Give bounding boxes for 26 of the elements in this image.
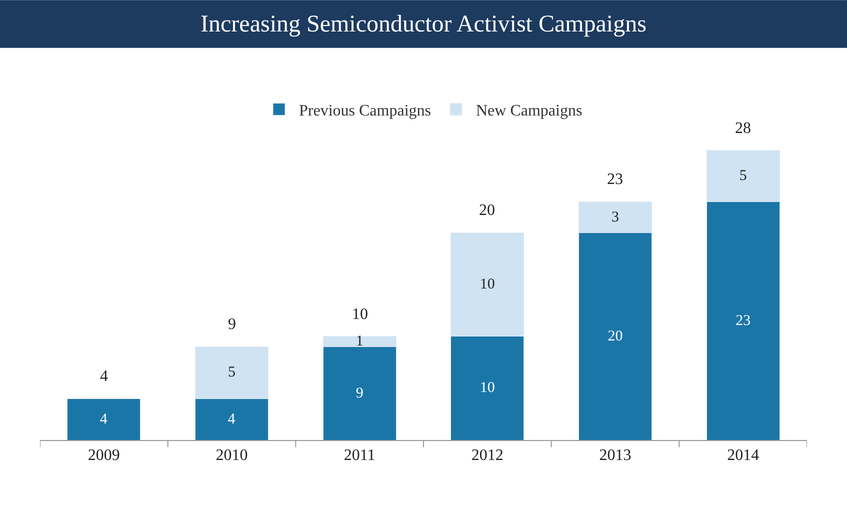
data-label: 23	[736, 312, 751, 329]
x-tick-label: 2014	[727, 447, 760, 464]
x-tick-label: 2012	[471, 447, 504, 464]
data-label: 10	[480, 380, 495, 396]
total-label: 20	[479, 202, 495, 219]
total-label: 4	[100, 368, 108, 385]
data-label: 9	[356, 385, 364, 402]
total-label: 28	[735, 120, 751, 137]
data-label: 20	[608, 328, 623, 344]
data-label: 5	[739, 168, 747, 184]
data-label: 1	[356, 334, 364, 350]
chart-title: Increasing Semiconductor Activist Campaigns	[200, 11, 646, 38]
total-label: 23	[607, 171, 623, 188]
x-tick-label: 2009	[88, 447, 120, 464]
data-label: 4	[228, 411, 236, 428]
data-label: 5	[228, 364, 236, 381]
data-label: 3	[612, 209, 619, 226]
total-label: 9	[228, 316, 236, 333]
data-label: 4	[100, 411, 108, 428]
data-label: 10	[480, 276, 495, 293]
legend-label: Previous Campaigns	[299, 102, 431, 120]
total-label: 10	[352, 306, 368, 323]
legend-label: New Campaigns	[476, 102, 582, 120]
x-tick-label: 2013	[599, 447, 632, 464]
x-tick-label: 2011	[344, 447, 376, 464]
x-tick-label: 2010	[216, 447, 248, 464]
